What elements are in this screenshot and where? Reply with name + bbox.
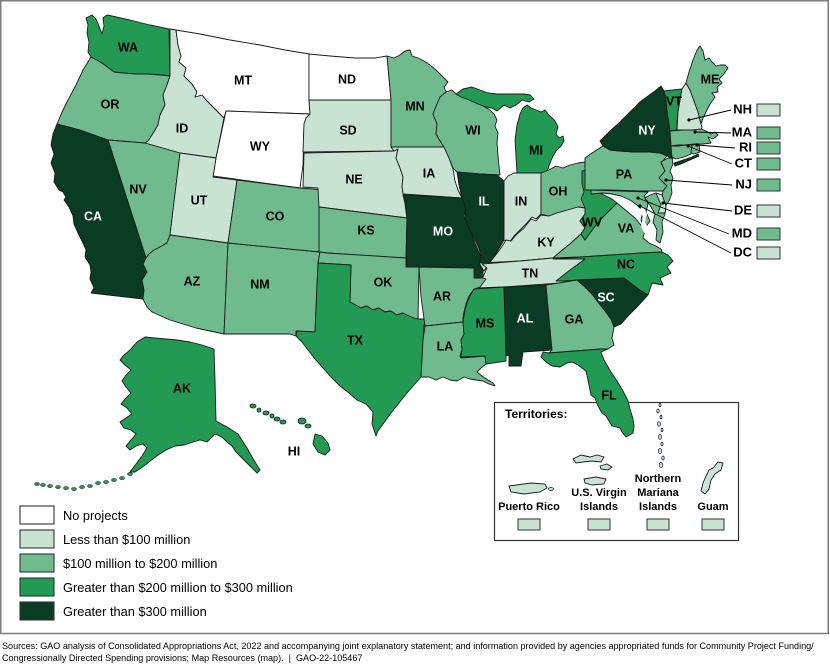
svg-text:KY: KY — [537, 235, 555, 249]
svg-text:WA: WA — [118, 40, 138, 54]
svg-text:NM: NM — [250, 277, 269, 291]
svg-text:NC: NC — [617, 257, 635, 271]
svg-text:WV: WV — [582, 215, 603, 229]
svg-text:IA: IA — [423, 166, 436, 180]
svg-text:Congressionally Directed Spend: Congressionally Directed Spending provis… — [2, 653, 362, 663]
svg-text:ID: ID — [176, 121, 189, 135]
svg-text:OR: OR — [101, 97, 120, 111]
svg-text:CA: CA — [84, 209, 102, 223]
svg-text:KS: KS — [357, 223, 374, 237]
svg-text:Greater than $300 million: Greater than $300 million — [63, 604, 207, 619]
svg-text:Less than $100 million: Less than $100 million — [63, 532, 190, 547]
svg-text:Sources: GAO analysis of Conso: Sources: GAO analysis of Consolidated Ap… — [2, 641, 814, 651]
svg-text:HI: HI — [288, 444, 301, 458]
svg-text:LA: LA — [437, 339, 454, 353]
svg-text:MA: MA — [732, 124, 753, 139]
svg-text:MI: MI — [529, 143, 543, 157]
svg-text:MD: MD — [732, 225, 752, 240]
svg-text:SC: SC — [597, 290, 614, 304]
svg-text:FL: FL — [601, 388, 617, 402]
svg-text:ME: ME — [701, 72, 720, 86]
svg-text:MT: MT — [234, 73, 252, 87]
svg-text:DE: DE — [734, 202, 752, 217]
svg-text:VA: VA — [618, 221, 634, 235]
svg-text:TX: TX — [347, 333, 364, 347]
svg-text:MO: MO — [433, 224, 453, 238]
svg-text:TN: TN — [522, 266, 539, 280]
svg-text:WY: WY — [250, 139, 271, 153]
svg-text:VT: VT — [666, 94, 682, 108]
svg-text:U.S. Virgin: U.S. Virgin — [571, 487, 627, 499]
svg-text:AR: AR — [433, 289, 451, 303]
svg-text:OK: OK — [374, 275, 393, 289]
svg-text:DC: DC — [733, 244, 752, 259]
svg-text:MN: MN — [405, 99, 424, 113]
svg-text:Greater than $200 million to $: Greater than $200 million to $300 millio… — [63, 580, 293, 595]
svg-text:NJ: NJ — [735, 176, 752, 191]
svg-text:RI: RI — [739, 139, 752, 154]
svg-text:SD: SD — [339, 123, 356, 137]
svg-text:CT: CT — [735, 155, 752, 170]
svg-text:UT: UT — [191, 193, 208, 207]
svg-text:Guam: Guam — [697, 501, 728, 513]
svg-text:PA: PA — [616, 167, 632, 181]
svg-text:NV: NV — [129, 182, 147, 196]
svg-text:AL: AL — [517, 311, 534, 325]
svg-text:Territories:: Territories: — [505, 407, 567, 421]
svg-text:IL: IL — [478, 194, 489, 208]
svg-text:Islands: Islands — [639, 501, 677, 513]
svg-text:WI: WI — [465, 123, 480, 137]
svg-text:Mariana: Mariana — [637, 487, 679, 499]
svg-text:GA: GA — [565, 312, 584, 326]
svg-text:Islands: Islands — [580, 501, 618, 513]
svg-text:Puerto Rico: Puerto Rico — [498, 501, 560, 513]
svg-text:No projects: No projects — [63, 508, 128, 523]
svg-text:NY: NY — [638, 123, 656, 137]
svg-text:AK: AK — [173, 381, 191, 395]
svg-text:AZ: AZ — [184, 274, 201, 288]
svg-text:IN: IN — [515, 194, 528, 208]
svg-text:Northern: Northern — [635, 473, 682, 485]
svg-text:$100 million to $200 million: $100 million to $200 million — [63, 556, 217, 571]
svg-text:CO: CO — [266, 209, 285, 223]
svg-text:NE: NE — [345, 172, 362, 186]
svg-text:ND: ND — [338, 72, 356, 86]
svg-text:NH: NH — [733, 101, 752, 116]
svg-text:MS: MS — [476, 316, 495, 330]
svg-text:OH: OH — [549, 184, 568, 198]
